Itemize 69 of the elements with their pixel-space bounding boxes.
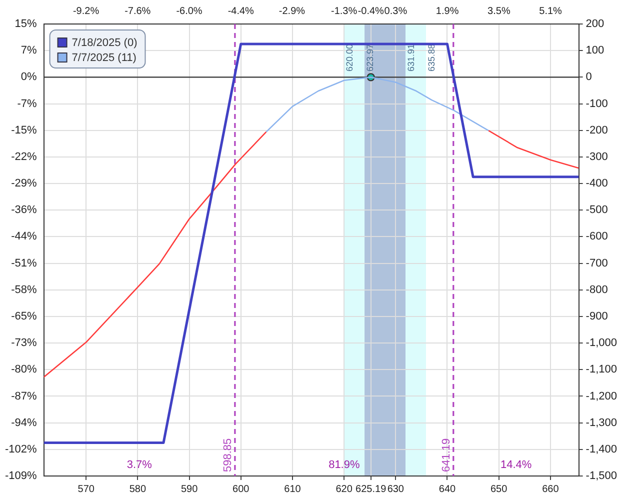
annotation: 81.9% bbox=[328, 459, 360, 472]
x-tick-label: 610 bbox=[284, 484, 302, 495]
y2-tick-label: -1,200 bbox=[586, 390, 618, 402]
y-tick-label: -102% bbox=[5, 443, 38, 456]
x2-tick-label: -9.2% bbox=[72, 6, 100, 17]
y-tick-label: -65% bbox=[11, 310, 38, 322]
x2-tick-label: -7.6% bbox=[124, 6, 151, 17]
x2-tick-label: 0.3% bbox=[384, 6, 408, 17]
x2-tick-label: 1.9% bbox=[436, 6, 459, 17]
y2-tick-label: 200 bbox=[586, 18, 604, 30]
x-tick-label: 640 bbox=[438, 484, 456, 495]
annotation: 620.00 bbox=[344, 44, 355, 72]
y2-tick-label: -400 bbox=[586, 178, 608, 190]
y2-tick-label: -1,400 bbox=[586, 443, 618, 456]
x2-tick-label: 5.1% bbox=[539, 6, 562, 17]
x2-tick-label: -0.4% bbox=[358, 6, 384, 17]
x-tick-label: 620 bbox=[336, 484, 353, 495]
y2-tick-label: -500 bbox=[586, 204, 608, 216]
y2-tick-label: -1,000 bbox=[586, 337, 618, 350]
annotation: 14.4% bbox=[500, 459, 532, 472]
y-tick-label: -109% bbox=[5, 470, 38, 482]
x-tick-label: 630 bbox=[387, 484, 404, 495]
y2-tick-label: -200 bbox=[586, 124, 608, 136]
legend-label: 7/18/2025 (0) bbox=[72, 37, 138, 50]
x2-tick-label: 3.5% bbox=[488, 6, 510, 17]
x-tick-label: 600 bbox=[232, 484, 250, 495]
y2-tick-label: -300 bbox=[586, 150, 608, 163]
annotation: 3.7% bbox=[126, 459, 152, 472]
x2-tick-label: -6.0% bbox=[176, 6, 202, 17]
y2-tick-label: -900 bbox=[586, 310, 608, 322]
x-tick-label: 660 bbox=[542, 484, 560, 495]
ref-line-label: 641.19 bbox=[440, 438, 452, 472]
y2-tick-label: -1,100 bbox=[586, 364, 618, 376]
annotation: 631.91 bbox=[406, 44, 416, 72]
y-tick-label: -15% bbox=[11, 124, 38, 136]
y2-tick-label: -100 bbox=[586, 98, 608, 110]
y2-tick-label: -700 bbox=[586, 257, 608, 270]
x2-tick-label: -2.9% bbox=[278, 6, 306, 17]
y-tick-label: -73% bbox=[11, 337, 38, 350]
y2-tick-label: -600 bbox=[586, 230, 608, 243]
y-tick-label: -87% bbox=[11, 390, 38, 402]
y-tick-label: -7% bbox=[17, 98, 38, 110]
x-tick-label: 650 bbox=[490, 484, 508, 495]
x2-tick-label: -4.4% bbox=[228, 6, 254, 17]
annotation: 635.88 bbox=[426, 44, 436, 72]
x-tick-label: 625.19 bbox=[356, 484, 387, 495]
annotation: 623.97 bbox=[365, 44, 376, 72]
y-tick-label: -58% bbox=[11, 284, 38, 296]
y-tick-label: -80% bbox=[11, 364, 38, 376]
x-tick-label: 570 bbox=[78, 484, 95, 495]
ref-line-label: 598.85 bbox=[222, 438, 234, 472]
y-tick-label: 15% bbox=[14, 18, 37, 30]
y-tick-label: -51% bbox=[11, 257, 38, 270]
y2-tick-label: 100 bbox=[586, 44, 604, 57]
y-tick-label: 0% bbox=[20, 71, 38, 84]
y-tick-label: -22% bbox=[11, 150, 38, 163]
y-tick-label: -29% bbox=[11, 178, 38, 190]
y2-tick-label: -1,500 bbox=[586, 470, 618, 482]
y-tick-label: -94% bbox=[11, 416, 38, 429]
y2-tick-label: -800 bbox=[586, 284, 608, 296]
y2-tick-label: -1,300 bbox=[586, 416, 618, 429]
legend-label: 7/7/2025 (11) bbox=[72, 52, 136, 64]
y-tick-label: -44% bbox=[11, 230, 38, 243]
y-tick-label: -36% bbox=[11, 204, 38, 216]
x-tick-label: 590 bbox=[180, 484, 198, 495]
x2-tick-label: -1.3% bbox=[331, 6, 358, 17]
y-tick-label: 7% bbox=[20, 44, 38, 57]
y2-tick-label: 0 bbox=[586, 71, 592, 84]
x-tick-label: 580 bbox=[129, 484, 146, 495]
